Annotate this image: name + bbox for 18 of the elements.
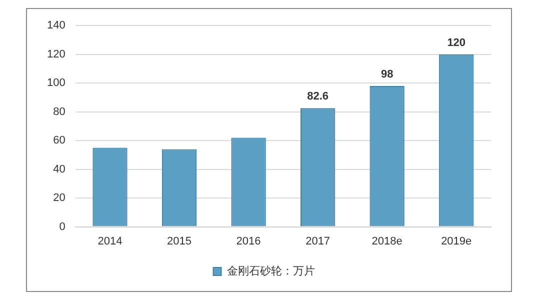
x-tick-label: 2018e xyxy=(372,235,402,248)
y-tick-label: 100 xyxy=(46,77,66,90)
y-tick-label: 120 xyxy=(46,48,66,60)
x-tick-label: 2016 xyxy=(236,235,261,248)
x-tick-label: 2014 xyxy=(98,235,122,248)
data-label: 98 xyxy=(380,68,394,80)
y-tick-label: 140 xyxy=(46,20,66,32)
y-tick-label: 0 xyxy=(59,220,66,233)
y-tick-label: 40 xyxy=(53,163,66,176)
y-tick-label: 20 xyxy=(53,192,66,204)
x-tick-label: 2015 xyxy=(167,235,192,248)
data-label: 120 xyxy=(447,36,466,49)
y-tick-label: 60 xyxy=(53,134,66,147)
x-tick-label: 2017 xyxy=(306,235,330,248)
x-tick-label: 2019e xyxy=(441,235,472,248)
legend-label: 金刚石砂轮：万片 xyxy=(226,264,315,278)
data-label: 82.6 xyxy=(307,90,329,103)
y-tick-label: 80 xyxy=(53,106,66,118)
